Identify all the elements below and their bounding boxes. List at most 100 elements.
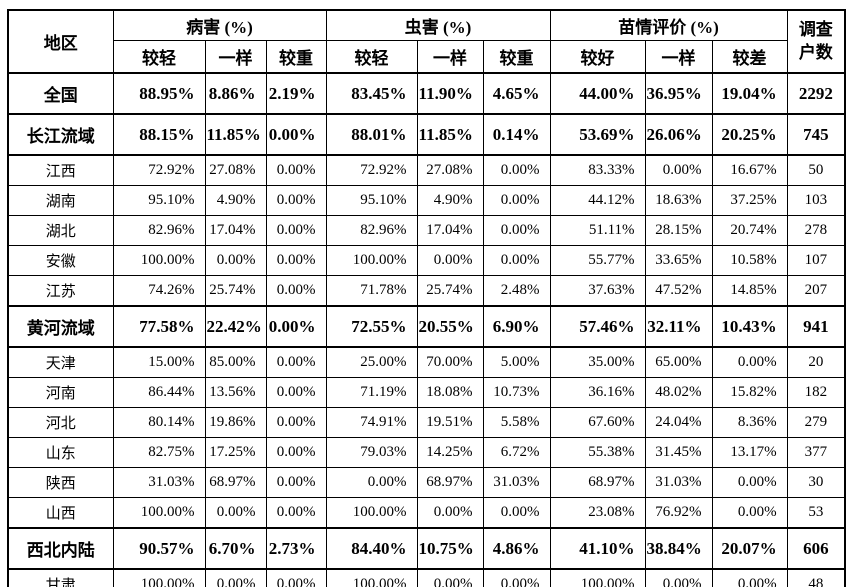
value-cell: 0.00%: [265, 185, 327, 216]
value-cell: 0.00%: [265, 154, 327, 186]
value-cell: 10.73%: [482, 377, 551, 408]
value-cell: 0.00%: [265, 305, 327, 348]
value-cell: 22.42%: [204, 305, 267, 348]
value-cell: 0.00%: [265, 215, 327, 246]
table-row: 黄河流域 77.58% 22.42% 0.00% 72.55% 20.55% 6.90% 57…: [7, 305, 846, 348]
value-cell: 0.00%: [265, 346, 327, 378]
value-cell: 0.00%: [204, 245, 267, 276]
value-cell: 2.73%: [265, 527, 327, 570]
value-cell: 83.45%: [325, 72, 418, 115]
value-cell: 0.00%: [265, 467, 327, 498]
value-cell: 41.10%: [549, 527, 646, 570]
value-cell: 19.51%: [416, 407, 484, 438]
households-cell: 48: [786, 568, 846, 587]
value-cell: 0.00%: [644, 154, 713, 186]
value-cell: 5.00%: [482, 346, 551, 378]
column-header-seedling-better: 较好: [549, 40, 646, 74]
table-row: 山西 100.00% 0.00% 0.00% 100.00% 0.00% 0.00% 23.0…: [7, 497, 846, 529]
region-cell: 陕西: [7, 467, 114, 498]
value-cell: 4.90%: [204, 185, 267, 216]
value-cell: 19.86%: [204, 407, 267, 438]
value-cell: 0.00%: [416, 497, 484, 529]
value-cell: 72.55%: [325, 305, 418, 348]
value-cell: 51.11%: [549, 215, 646, 246]
value-cell: 100.00%: [112, 245, 206, 276]
value-cell: 100.00%: [549, 568, 646, 587]
value-cell: 16.67%: [711, 154, 788, 186]
value-cell: 10.58%: [711, 245, 788, 276]
value-cell: 77.58%: [112, 305, 206, 348]
value-cell: 44.12%: [549, 185, 646, 216]
value-cell: 0.00%: [482, 154, 551, 186]
header-row-groups: 地区 病害 (%) 虫害 (%) 苗情评价 (%) 调查 户数: [7, 9, 846, 74]
region-cell: 山东: [7, 437, 114, 468]
column-header-disease-heavier: 较重: [265, 40, 327, 74]
value-cell: 0.00%: [265, 275, 327, 307]
value-cell: 65.00%: [644, 346, 713, 378]
households-cell: 2292: [786, 72, 846, 115]
value-cell: 17.04%: [204, 215, 267, 246]
value-cell: 18.63%: [644, 185, 713, 216]
column-header-pest-heavier: 较重: [482, 40, 551, 74]
households-cell: 941: [786, 305, 846, 348]
value-cell: 15.82%: [711, 377, 788, 408]
table-row: 安徽 100.00% 0.00% 0.00% 100.00% 0.00% 0.00% 55.7…: [7, 245, 846, 276]
value-cell: 32.11%: [644, 305, 713, 348]
table-row: 湖北 82.96% 17.04% 0.00% 82.96% 17.04% 0.00% 51.1…: [7, 215, 846, 246]
value-cell: 0.00%: [482, 245, 551, 276]
value-cell: 90.57%: [112, 527, 206, 570]
value-cell: 76.92%: [644, 497, 713, 529]
value-cell: 85.00%: [204, 346, 267, 378]
value-cell: 0.00%: [325, 467, 418, 498]
households-cell: 207: [786, 275, 846, 307]
households-cell: 182: [786, 377, 846, 408]
value-cell: 0.00%: [482, 215, 551, 246]
value-cell: 13.17%: [711, 437, 788, 468]
column-header-households: 调查 户数: [786, 9, 846, 74]
value-cell: 31.03%: [482, 467, 551, 498]
value-cell: 0.00%: [265, 113, 327, 156]
value-cell: 28.15%: [644, 215, 713, 246]
value-cell: 88.15%: [112, 113, 206, 156]
value-cell: 23.08%: [549, 497, 646, 529]
header-row-subcolumns: 较轻 一样 较重 较轻 一样 较重 较好 一样 较差: [8, 40, 845, 74]
region-cell: 黄河流域: [7, 305, 114, 348]
value-cell: 0.00%: [204, 497, 267, 529]
value-cell: 79.03%: [325, 437, 418, 468]
households-cell: 278: [786, 215, 846, 246]
value-cell: 17.04%: [416, 215, 484, 246]
households-cell: 606: [786, 527, 846, 570]
households-cell: 53: [786, 497, 846, 529]
value-cell: 25.00%: [325, 346, 418, 378]
value-cell: 31.03%: [112, 467, 206, 498]
region-cell: 全国: [7, 72, 114, 115]
value-cell: 83.33%: [549, 154, 646, 186]
value-cell: 0.00%: [711, 346, 788, 378]
value-cell: 36.95%: [644, 72, 713, 115]
region-cell: 江西: [7, 154, 114, 186]
value-cell: 80.14%: [112, 407, 206, 438]
households-label-line2: 户数: [798, 42, 833, 62]
table-row: 西北内陆 90.57% 6.70% 2.73% 84.40% 10.75% 4.86% 41.…: [7, 527, 846, 570]
value-cell: 27.08%: [204, 154, 267, 186]
value-cell: 38.84%: [644, 527, 713, 570]
value-cell: 20.55%: [416, 305, 484, 348]
value-cell: 44.00%: [549, 72, 646, 115]
table-row: 湖南 95.10% 4.90% 0.00% 95.10% 4.90% 0.00% 44.12%…: [7, 185, 846, 216]
value-cell: 68.97%: [549, 467, 646, 498]
value-cell: 68.97%: [416, 467, 484, 498]
value-cell: 6.90%: [482, 305, 551, 348]
value-cell: 0.00%: [204, 568, 267, 587]
value-cell: 27.08%: [416, 154, 484, 186]
table-row: 河北 80.14% 19.86% 0.00% 74.91% 19.51% 5.58% 67.6…: [7, 407, 846, 438]
value-cell: 0.00%: [416, 245, 484, 276]
value-cell: 55.38%: [549, 437, 646, 468]
region-cell: 江苏: [7, 275, 114, 307]
value-cell: 8.36%: [711, 407, 788, 438]
value-cell: 20.74%: [711, 215, 788, 246]
value-cell: 24.04%: [644, 407, 713, 438]
table-row: 江苏 74.26% 25.74% 0.00% 71.78% 25.74% 2.48% 37.6…: [7, 275, 846, 307]
value-cell: 72.92%: [112, 154, 206, 186]
region-cell: 山西: [7, 497, 114, 529]
